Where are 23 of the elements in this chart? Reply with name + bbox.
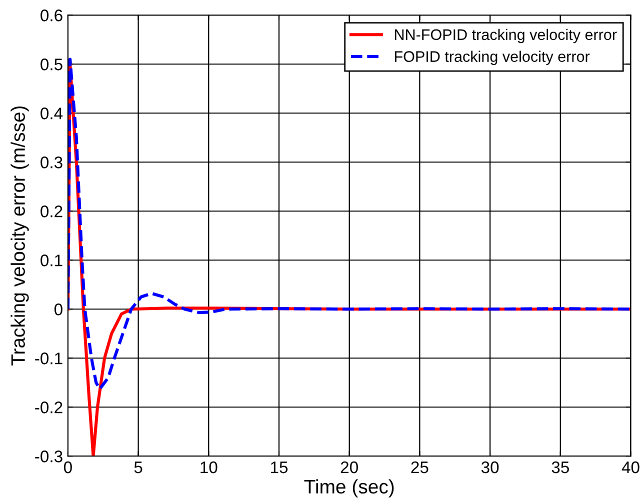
legend-label: NN-FOPID tracking velocity error [394, 28, 617, 44]
y-tick-label: 0.5 [40, 58, 62, 70]
y-tick-label: -0.1 [35, 352, 62, 364]
x-tick-label: 20 [340, 461, 358, 474]
y-tick-label: -0.3 [35, 450, 62, 462]
y-tick-label: -0.2 [35, 402, 62, 414]
y-tick-label: 0.2 [40, 206, 62, 218]
x-axis-title: Time (sec) [304, 479, 394, 498]
x-tick-label: 5 [134, 462, 142, 474]
legend-label: FOPID tracking velocity error [394, 50, 590, 65]
x-tick-label: 10 [200, 461, 218, 474]
x-tick-label: 25 [411, 461, 428, 474]
y-tick-label: 0.6 [40, 10, 62, 22]
y-axis-title: Tracking velocity error (m/sse) [10, 106, 29, 366]
y-tick-label: 0.4 [40, 108, 63, 120]
x-tick-label: 30 [481, 461, 499, 474]
y-tick-label: 0 [54, 304, 62, 316]
y-tick-label: 0.1 [40, 254, 62, 266]
x-tick-label: 40 [622, 461, 640, 474]
y-tick-label: 0.3 [40, 156, 62, 168]
x-tick-label: 0 [64, 461, 72, 474]
x-tick-label: 15 [271, 462, 288, 474]
x-tick-label: 35 [552, 461, 569, 474]
